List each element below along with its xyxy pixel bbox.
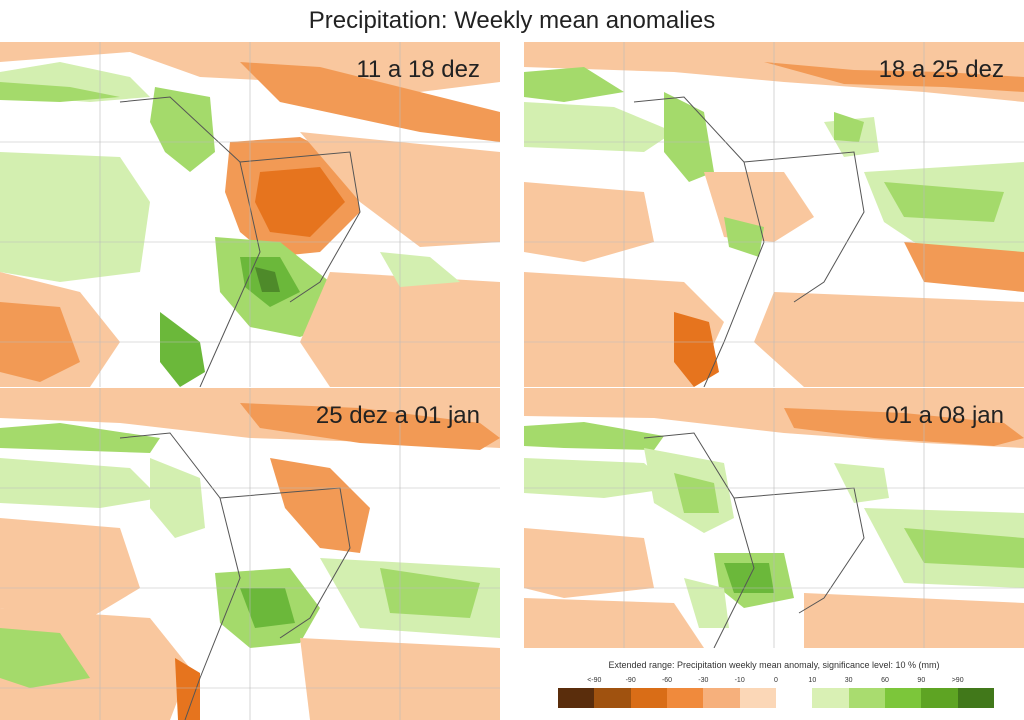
anomaly-map-2	[524, 42, 1024, 387]
anomaly-map-4	[524, 388, 1024, 648]
map-panel-1: 11 a 18 dez	[0, 42, 500, 387]
legend-swatch	[558, 688, 595, 708]
legend-swatch	[703, 688, 740, 708]
panel-period-label: 25 dez a 01 jan	[315, 402, 480, 429]
legend-swatch	[884, 688, 922, 708]
panel-period-label: 11 a 18 dez	[356, 56, 480, 83]
legend-tick: 30	[844, 677, 853, 684]
legend-tick: -10	[734, 677, 745, 684]
legend-tick: 60	[881, 677, 889, 684]
figure-title: Precipitation: Weekly mean anomalies	[308, 7, 716, 34]
legend-swatch	[594, 688, 631, 708]
legend-swatch	[775, 688, 813, 708]
panel-period-label: 01 a 08 jan	[885, 402, 1004, 429]
legend-tick: <-90	[587, 677, 602, 684]
map-panel-3: 25 dez a 01 jan	[0, 388, 500, 720]
legend-tick: >90	[951, 677, 964, 684]
legend-ticks: <-90 -90 -60 -30 -10 0 10 30 60 90 >90	[524, 677, 1024, 689]
legend-swatch	[812, 688, 849, 708]
panel-period-label: 18 a 25 dez	[878, 56, 1004, 83]
legend-tick: 90	[917, 677, 926, 684]
legend-swatch	[957, 688, 994, 708]
legend-tick: -60	[661, 677, 673, 684]
legend-swatch	[666, 688, 704, 708]
legend-title: Extended range: Precipitation weekly mea…	[608, 660, 940, 670]
legend-swatch	[848, 688, 885, 708]
map-panel-4: 01 a 08 jan	[524, 388, 1024, 648]
legend-swatch	[630, 688, 667, 708]
legend-tick: -30	[698, 677, 709, 684]
anomaly-map-1	[0, 42, 500, 387]
color-legend: Extended range: Precipitation weekly mea…	[524, 650, 1024, 720]
legend-tick: -90	[625, 677, 636, 684]
legend-tick: 0	[774, 677, 778, 684]
map-panel-2: 18 a 25 dez	[524, 42, 1024, 387]
legend-swatch	[921, 688, 958, 708]
anomaly-map-3	[0, 388, 500, 720]
legend-swatch	[739, 688, 776, 708]
legend-tick: 10	[808, 677, 817, 684]
legend-color-bar	[558, 688, 994, 708]
